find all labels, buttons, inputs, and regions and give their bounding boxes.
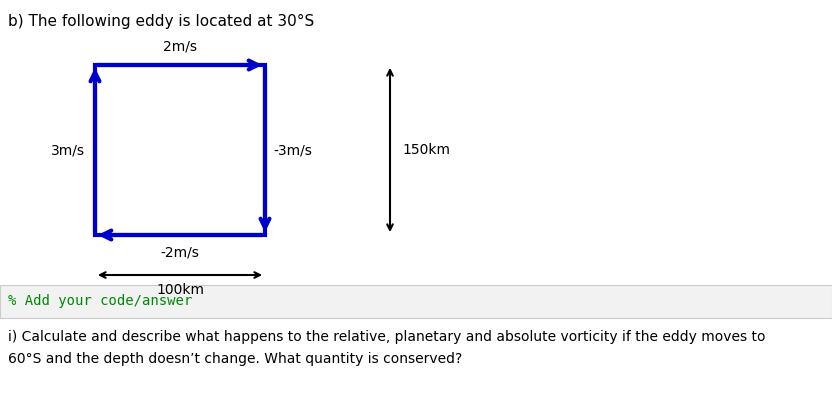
Text: 150km: 150km bbox=[402, 143, 450, 157]
Text: 3m/s: 3m/s bbox=[51, 143, 85, 157]
Text: b) The following eddy is located at 30°S: b) The following eddy is located at 30°S bbox=[8, 14, 314, 29]
Text: 100km: 100km bbox=[156, 283, 204, 297]
Bar bbox=[0, 285, 832, 318]
Text: -2m/s: -2m/s bbox=[161, 245, 200, 259]
Bar bbox=[95, 65, 265, 235]
Text: % Add your code/answer: % Add your code/answer bbox=[8, 295, 192, 309]
Text: i) Calculate and describe what happens to the relative, planetary and absolute v: i) Calculate and describe what happens t… bbox=[8, 330, 765, 366]
Text: 2m/s: 2m/s bbox=[163, 39, 197, 53]
Text: -3m/s: -3m/s bbox=[273, 143, 312, 157]
